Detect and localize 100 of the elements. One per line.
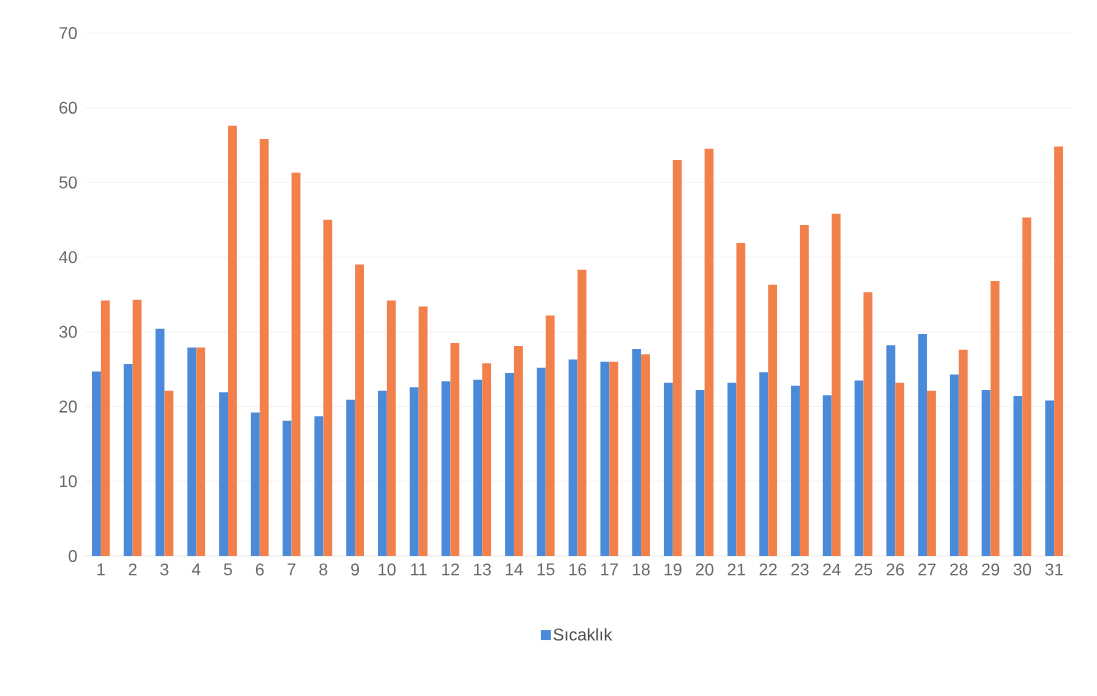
bar <box>100 300 110 556</box>
y-tick-label: 10 <box>59 475 77 488</box>
bar <box>291 172 301 556</box>
y-tick-label: 0 <box>68 549 77 562</box>
bar <box>799 225 809 556</box>
bar <box>958 349 968 556</box>
x-tick-label: 3 <box>160 563 169 576</box>
bar <box>323 219 333 556</box>
x-tick-label: 15 <box>537 563 555 576</box>
x-tick-label: 20 <box>696 563 714 576</box>
x-tick-label: 16 <box>569 563 587 576</box>
bar <box>949 374 959 556</box>
bar <box>990 281 1000 556</box>
x-tick-label: 23 <box>791 563 809 576</box>
bar <box>346 399 356 556</box>
bar <box>536 367 546 556</box>
x-tick-label: 8 <box>319 563 328 576</box>
bar <box>822 395 832 556</box>
bar <box>632 349 642 556</box>
y-tick-label: 30 <box>59 325 77 338</box>
bar <box>196 347 206 556</box>
x-tick-label: 4 <box>191 563 201 576</box>
bar <box>1022 217 1032 556</box>
bar <box>314 416 324 556</box>
bar <box>672 160 682 556</box>
x-tick-label: 13 <box>474 563 491 576</box>
y-tick-label: 20 <box>59 400 77 413</box>
bar <box>219 392 228 556</box>
bar <box>1045 400 1055 556</box>
bar <box>577 269 587 556</box>
bar <box>895 382 905 556</box>
bar <box>155 328 165 556</box>
bar <box>854 380 864 556</box>
bar <box>727 382 737 556</box>
x-tick-label: 9 <box>351 563 360 576</box>
bar <box>513 346 523 556</box>
bar <box>1013 396 1023 556</box>
x-tick-label: 27 <box>918 563 936 576</box>
bar <box>791 385 800 556</box>
x-tick-label: 30 <box>1013 563 1032 576</box>
x-tick-label: 28 <box>950 563 968 576</box>
x-tick-label: 7 <box>287 563 296 576</box>
bar <box>759 372 769 556</box>
x-tick-label: 11 <box>411 563 427 576</box>
bar <box>409 387 419 556</box>
bar <box>187 347 197 556</box>
x-tick-label: 1 <box>97 563 105 576</box>
bar <box>441 381 451 556</box>
x-tick-label: 26 <box>886 563 904 576</box>
bar <box>981 390 991 556</box>
x-tick-label: 5 <box>223 563 232 576</box>
bar <box>704 148 714 556</box>
x-tick-label: 6 <box>255 563 264 576</box>
bar <box>736 242 746 556</box>
bar <box>641 354 650 556</box>
bar <box>386 300 396 556</box>
legend-label: Sıcaklık <box>553 628 613 641</box>
x-tick-label: 14 <box>505 563 523 576</box>
x-tick-label: 17 <box>601 563 618 576</box>
x-tick-label: 25 <box>854 563 873 576</box>
x-tick-label: 24 <box>823 563 841 576</box>
bar <box>863 292 873 556</box>
bar <box>473 379 483 556</box>
x-tick-label: 10 <box>378 563 396 576</box>
x-tick-label: 29 <box>982 563 1000 576</box>
bar <box>545 315 555 556</box>
bar <box>355 264 364 556</box>
bar <box>132 299 142 556</box>
bar <box>450 343 460 556</box>
bar <box>164 390 174 556</box>
bar <box>886 345 896 556</box>
y-tick-label: 50 <box>59 176 77 189</box>
bar <box>505 372 514 556</box>
x-tick-label: 31 <box>1045 563 1063 576</box>
bar <box>918 334 928 556</box>
bar <box>927 390 936 556</box>
bar <box>228 125 237 556</box>
bar <box>1054 146 1064 556</box>
bar <box>259 139 269 556</box>
bar <box>568 359 578 556</box>
bar <box>92 371 101 556</box>
bar <box>123 363 133 556</box>
x-tick-label: 19 <box>664 563 682 576</box>
bar <box>250 412 260 556</box>
bar <box>663 382 673 556</box>
bar <box>831 213 841 556</box>
y-tick-label: 60 <box>59 101 77 114</box>
x-tick-label: 18 <box>632 563 650 576</box>
y-tick-label: 70 <box>59 26 77 39</box>
bar <box>377 390 387 556</box>
bar <box>609 361 619 556</box>
bar <box>600 361 610 556</box>
x-tick-label: 21 <box>727 563 745 576</box>
bar <box>482 363 492 556</box>
x-tick-label: 2 <box>128 563 137 576</box>
bar <box>695 390 705 556</box>
bar <box>418 306 428 556</box>
x-tick-label: 22 <box>759 563 777 576</box>
bar <box>768 284 778 556</box>
y-tick-label: 40 <box>59 251 77 264</box>
